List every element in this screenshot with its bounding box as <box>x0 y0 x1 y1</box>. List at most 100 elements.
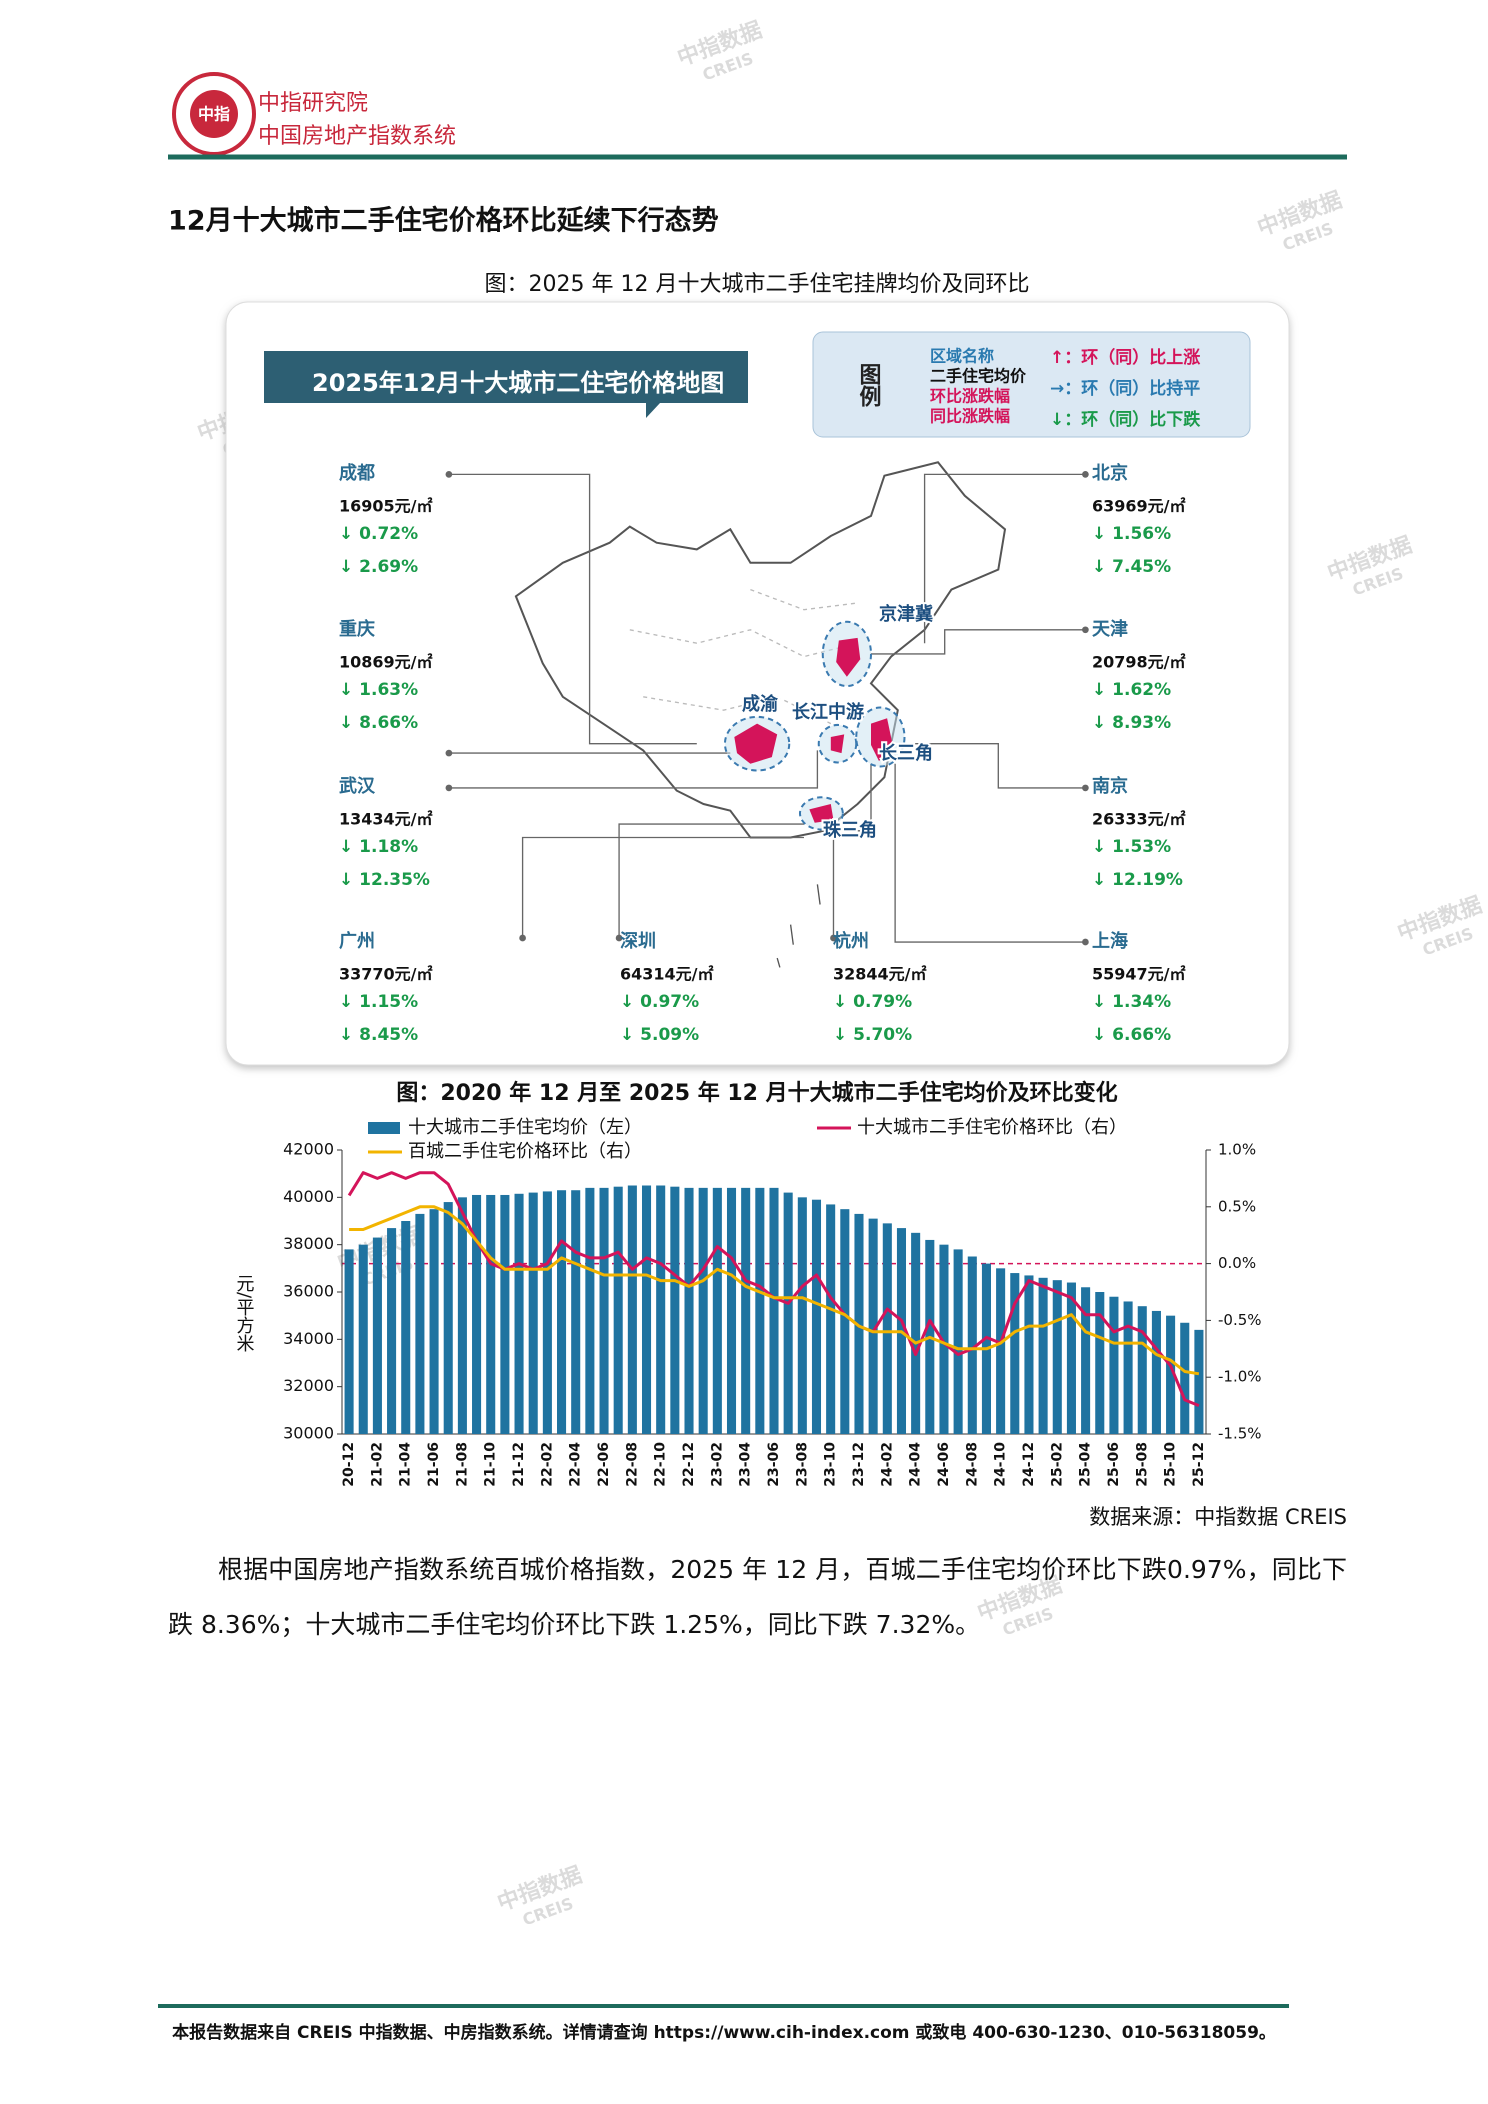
x-tick-label: 24-12 <box>1021 1442 1037 1487</box>
bar <box>1137 1306 1147 1434</box>
y2-tick-label: -1.5% <box>1218 1425 1262 1443</box>
region-label: 珠三角 <box>823 819 877 841</box>
city-yoy: ↓ 7.45% <box>1092 557 1171 577</box>
x-tick-label: 23-10 <box>823 1442 839 1487</box>
bar <box>344 1249 354 1434</box>
y2-tick-label: 0.0% <box>1218 1254 1256 1272</box>
bar <box>996 1268 1006 1434</box>
x-tick-label: 24-02 <box>879 1442 895 1487</box>
x-tick-label: 21-12 <box>511 1442 527 1487</box>
legend-box <box>812 331 1251 438</box>
bar <box>1123 1301 1133 1434</box>
bar <box>854 1213 864 1434</box>
city-mom: ↓ 1.34% <box>1092 992 1171 1012</box>
logo-text: 中指 <box>198 105 230 124</box>
bar <box>769 1187 779 1434</box>
bar <box>557 1190 567 1434</box>
y-tick-label: 32000 <box>283 1376 334 1395</box>
region-label: 成渝 <box>742 693 779 715</box>
x-tick-label: 25-08 <box>1134 1442 1150 1487</box>
bar <box>1010 1273 1020 1434</box>
legend-item: 环比涨跌幅 <box>930 387 1010 406</box>
bar <box>1166 1315 1176 1434</box>
city-name: 武汉 <box>339 776 376 797</box>
legend-swatch <box>368 1122 400 1134</box>
city-mom: ↓ 1.18% <box>339 837 418 857</box>
paragraph: 根据中国房地产指数系统百城价格指数，2025 年 12 月，百城二手住宅均价环比… <box>168 1555 1347 1639</box>
y2-tick-label: 1.0% <box>1218 1141 1256 1159</box>
city-mom: ↓ 0.79% <box>833 992 912 1012</box>
x-tick-label: 24-08 <box>964 1442 980 1487</box>
x-tick-label: 21-02 <box>369 1442 385 1487</box>
city-name: 成都 <box>339 462 375 484</box>
legend-label: 十大城市二手住宅价格环比（右） <box>857 1117 1127 1138</box>
bar <box>472 1194 482 1434</box>
city-yoy: ↓ 6.66% <box>1092 1025 1171 1045</box>
city-yoy: ↓ 5.70% <box>833 1025 912 1045</box>
bar <box>911 1232 921 1434</box>
x-tick-label: 25-04 <box>1078 1442 1094 1487</box>
bar <box>656 1185 666 1434</box>
system-name: 中国房地产指数系统 <box>258 124 456 149</box>
bar <box>939 1244 949 1434</box>
connector-dots <box>445 471 1089 946</box>
y-tick-label: 30000 <box>283 1424 334 1443</box>
bar <box>698 1187 708 1434</box>
chart: 30000 32000 34000 36000 38000 40000 42000 1.0% 0… <box>234 1117 1262 1487</box>
city-mom: ↓ 0.72% <box>339 524 418 544</box>
bar <box>500 1194 510 1434</box>
bar <box>1180 1322 1190 1434</box>
region-areas <box>734 637 893 823</box>
city-price: 13434元/㎡ <box>339 810 433 829</box>
section-title: 12月十大城市二手住宅价格环比延续下行态势 <box>168 205 719 237</box>
city-yoy: ↓ 2.69% <box>339 557 418 577</box>
bar <box>486 1194 496 1434</box>
city-mom: ↓ 1.15% <box>339 992 418 1012</box>
bar <box>1038 1277 1048 1434</box>
bar <box>1194 1329 1204 1434</box>
map-title: 2025年12月十大城市二住宅价格地图 <box>312 369 724 397</box>
x-tick-label: 24-10 <box>993 1442 1009 1487</box>
legend-item: 同比涨跌幅 <box>930 407 1010 426</box>
y-tick-label: 38000 <box>283 1234 334 1253</box>
city-price: 20798元/㎡ <box>1092 653 1186 672</box>
x-tick-label: 25-06 <box>1106 1442 1122 1487</box>
bar <box>1024 1275 1034 1434</box>
city-price: 64314元/㎡ <box>620 965 714 984</box>
city-price: 63969元/㎡ <box>1092 497 1186 516</box>
city-name: 深圳 <box>620 930 656 952</box>
y-tick-label: 36000 <box>283 1282 334 1301</box>
bar <box>967 1256 977 1434</box>
x-tick-label: 21-06 <box>426 1442 442 1487</box>
legend-arrow: →：环（同）比持平 <box>1050 378 1200 399</box>
bar <box>1109 1296 1119 1434</box>
region-label: 长三角 <box>879 742 933 764</box>
x-tick-label: 22-02 <box>539 1442 555 1487</box>
x-tick-label: 22-08 <box>624 1442 640 1487</box>
bar <box>358 1244 368 1434</box>
y-tick-label: 42000 <box>283 1140 334 1159</box>
city-yoy: ↓ 5.09% <box>620 1025 699 1045</box>
x-tick-label: 24-06 <box>936 1442 952 1487</box>
x-tick-label: 24-04 <box>908 1442 924 1487</box>
chart-title: 图：2020 年 12 月至 2025 年 12 月十大城市二手住宅均价及环比变… <box>396 1080 1117 1106</box>
bar <box>542 1191 552 1434</box>
x-tick-label: 25-02 <box>1049 1442 1065 1487</box>
bar <box>1052 1280 1062 1434</box>
islands <box>776 884 821 968</box>
source: 数据来源：中指数据 CREIS <box>1089 1505 1347 1529</box>
city-name: 杭州 <box>833 930 869 952</box>
bar <box>755 1187 765 1434</box>
logo-core <box>190 90 238 138</box>
y-tick-label: 34000 <box>283 1329 334 1348</box>
city-mom: ↓ 0.97% <box>620 992 699 1012</box>
y-tick-label: 40000 <box>283 1187 334 1206</box>
y2-tick-label: 0.5% <box>1218 1197 1256 1215</box>
bar <box>372 1237 382 1434</box>
